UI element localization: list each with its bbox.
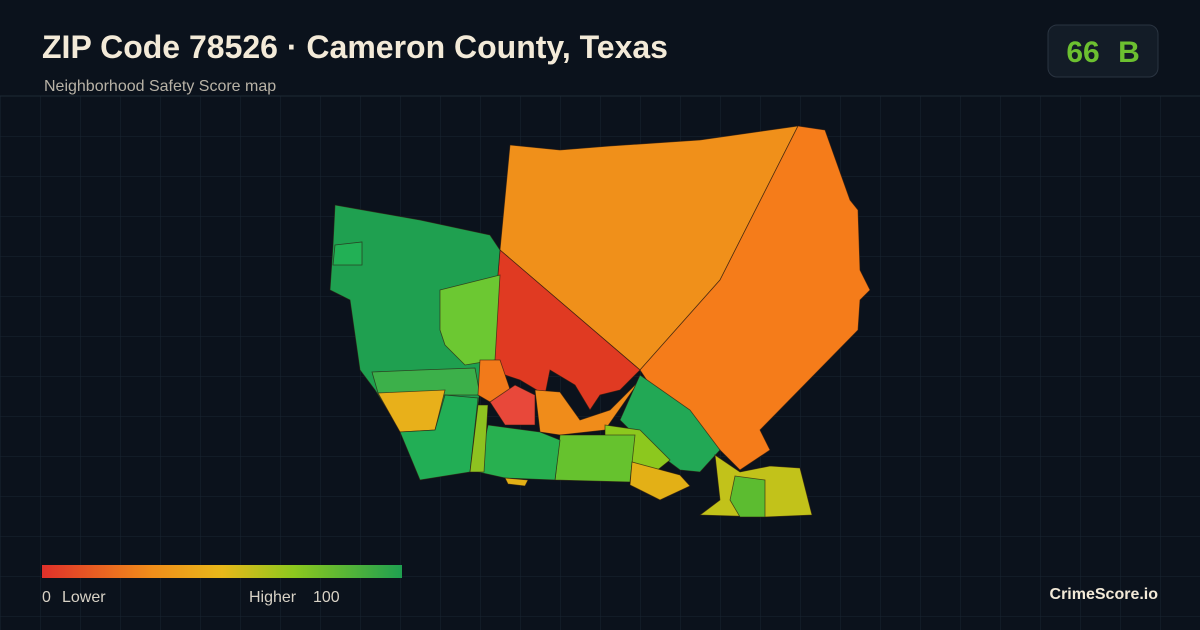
region — [439, 274, 501, 366]
legend: 0 Lower Higher 100 — [42, 565, 402, 606]
badge-score: 66 — [1066, 36, 1099, 69]
region — [619, 374, 721, 473]
region — [629, 461, 691, 501]
region — [554, 434, 636, 483]
region — [729, 475, 766, 518]
region — [489, 384, 536, 426]
map — [329, 125, 871, 518]
region — [489, 249, 641, 411]
badge-grade: B — [1118, 36, 1140, 69]
region — [469, 404, 489, 473]
legend-max: 100 — [313, 589, 340, 606]
legend-max-label: Higher — [249, 589, 297, 606]
brand: CrimeScore.io — [1050, 586, 1159, 603]
legend-scale — [42, 565, 402, 578]
score-badge: 66 B — [1047, 24, 1159, 78]
region — [504, 477, 529, 487]
region — [399, 394, 479, 481]
legend-min-label: Lower — [62, 589, 106, 606]
badge-box — [1047, 24, 1159, 78]
region — [332, 241, 363, 266]
legend-min: 0 — [42, 589, 51, 606]
subtitle: Neighborhood Safety Score map — [44, 78, 276, 95]
title: ZIP Code 78526 · Cameron County, Texas — [42, 29, 668, 65]
